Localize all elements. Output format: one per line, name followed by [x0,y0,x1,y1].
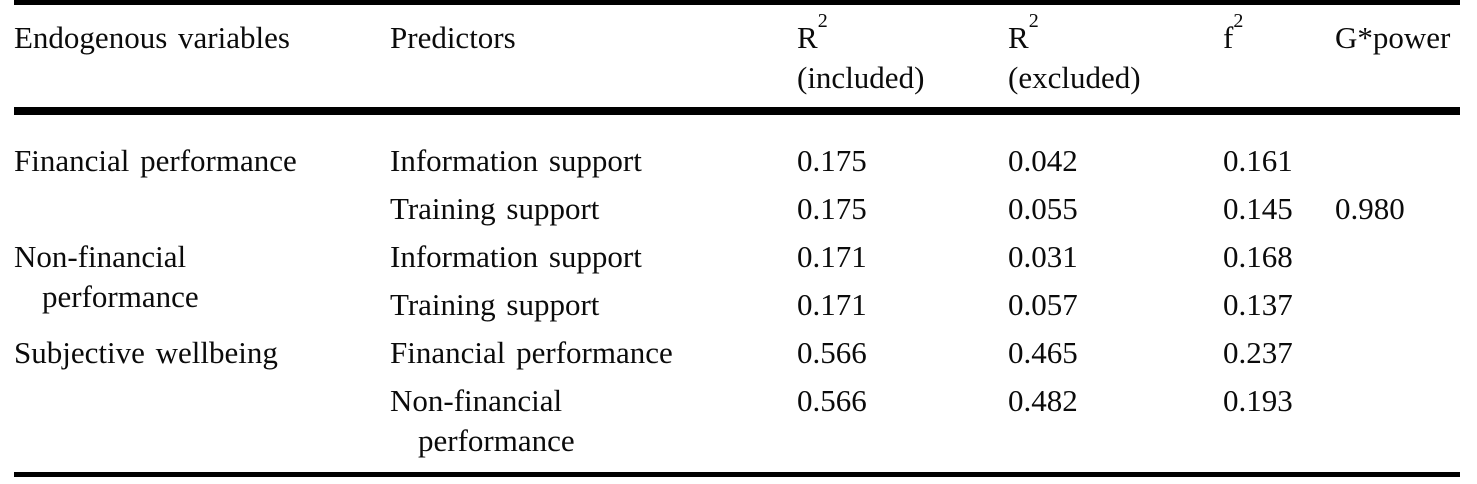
col-header-f2: f2 [1223,2,1335,115]
r2-excluded-qualifier: (excluded) [1008,60,1141,95]
cell-r2-excluded: 0.057 [1008,287,1078,322]
cell-f2: 0.237 [1223,335,1293,370]
table-row: Financial performance Information suppor… [14,111,1460,189]
cell-predictor: Financial performance [390,335,673,370]
cell-f2: 0.161 [1223,143,1293,178]
f-squared-symbol: f2 [1223,10,1244,55]
cell-gpower [1335,111,1460,189]
cell-f2: 0.168 [1223,239,1293,274]
cell-r2-included: 0.175 [797,143,867,178]
table-header: Endogenous variables Predictors R2 (incl… [14,2,1460,115]
cell-gpower [1335,285,1460,333]
r2-included-qualifier: (included) [797,60,925,95]
cell-r2-excluded: 0.031 [1008,239,1078,274]
table-row: Training support 0.171 0.057 0.137 [14,285,1460,333]
table-row: Subjective wellbeing Financial performan… [14,333,1460,381]
cell-gpower [1335,381,1460,475]
superscript-2: 2 [1233,10,1244,33]
cell-f2: 0.193 [1223,383,1293,418]
cell-predictor: Training support [390,191,600,226]
table-row: Non-financial performance Information su… [14,237,1460,314]
cell-r2-included: 0.566 [797,335,867,370]
cell-r2-included: 0.175 [797,191,867,226]
cell-r2-excluded: 0.482 [1008,383,1078,418]
cell-r2-excluded: 0.465 [1008,335,1078,370]
col-header-gpower: G*power [1335,2,1460,115]
effect-size-table: Endogenous variables Predictors R2 (incl… [14,0,1460,477]
superscript-2: 2 [817,10,828,33]
cell-gpower [1335,237,1460,285]
table-body: Financial performance Information suppor… [14,111,1460,475]
col-header-r2-included: R2 (included) [797,2,1008,115]
predictor-text: Non-financial performance [390,383,575,458]
table-row: Non-financial performance 0.566 0.482 0.… [14,381,1460,475]
cell-f2: 0.137 [1223,287,1293,322]
cell-gpower: 0.980 [1335,191,1405,226]
cell-predictor: Information support [390,143,642,178]
cell-f2: 0.145 [1223,191,1293,226]
cell-r2-included: 0.171 [797,239,867,274]
cell-predictor: Non-financial performance [390,381,797,475]
cell-r2-included: 0.171 [797,287,867,322]
cell-r2-excluded: 0.042 [1008,143,1078,178]
table-row: Training support 0.175 0.055 0.145 0.980 [14,189,1460,237]
cell-endogenous-variable: Financial performance [14,143,297,178]
col-header-endogenous-variables: Endogenous variables [14,2,390,115]
cell-r2-excluded: 0.055 [1008,191,1078,226]
cell-endogenous-variable: Non-financial performance [14,237,390,333]
col-header-r2-excluded: R2 (excluded) [1008,2,1223,115]
cell-predictor: Training support [390,287,600,322]
superscript-2: 2 [1028,10,1039,33]
r-squared-symbol: R2 [797,10,828,55]
col-header-predictors: Predictors [390,2,797,115]
cell-predictor: Information support [390,239,642,274]
cell-endogenous-variable: Subjective wellbeing [14,335,278,370]
cell-gpower [1335,333,1460,381]
endogenous-variable-text: Non-financial performance [14,239,199,314]
cell-r2-included: 0.566 [797,383,867,418]
r-squared-symbol: R2 [1008,10,1039,55]
